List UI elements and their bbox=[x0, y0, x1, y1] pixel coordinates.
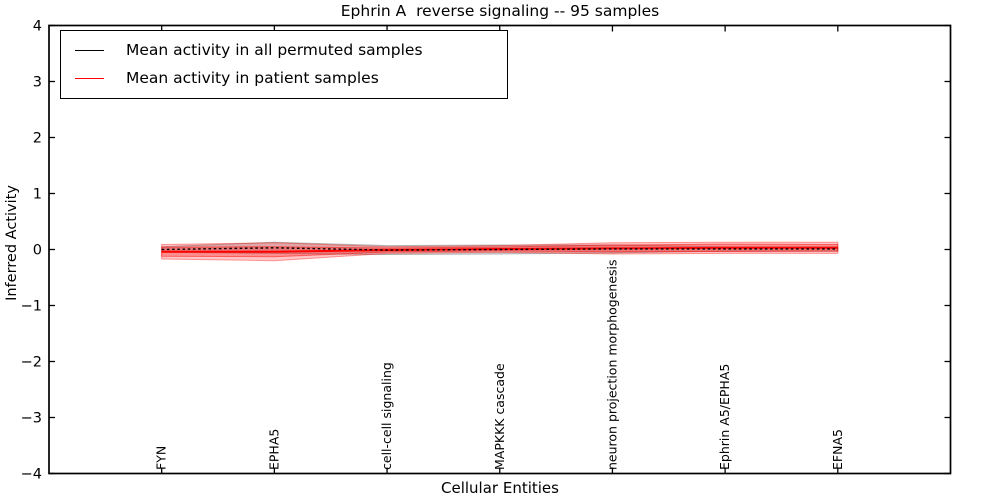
chart-title: Ephrin A reverse signaling -- 95 samples bbox=[340, 2, 660, 20]
x-tick-label: FYN bbox=[154, 446, 169, 470]
legend: Mean activity in all permuted samples Me… bbox=[60, 30, 508, 99]
y-tick-label: 3 bbox=[33, 75, 42, 91]
x-axis-label: Cellular Entities bbox=[441, 479, 559, 497]
x-tick-label: Ephrin A5/EPHA5 bbox=[717, 364, 732, 470]
y-tick-label: 2 bbox=[33, 131, 42, 147]
x-tick-label: MAPKKK cascade bbox=[492, 363, 507, 470]
patient-line-swatch bbox=[75, 78, 104, 80]
patient-samples-spread-outer-band bbox=[161, 241, 839, 262]
legend-entry-permuted: Mean activity in all permuted samples bbox=[61, 41, 507, 60]
y-tick-label: −2 bbox=[21, 355, 42, 371]
x-tick-label: cell-cell signaling bbox=[379, 362, 394, 470]
legend-label-patient: Mean activity in patient samples bbox=[126, 69, 379, 87]
x-tick-label: EPHA5 bbox=[266, 429, 281, 470]
y-tick-label: 0 bbox=[33, 243, 42, 259]
x-tick-label: EFNA5 bbox=[830, 429, 845, 470]
y-tick-label: 4 bbox=[33, 19, 42, 35]
x-tick-label: neuron projection morphogenesis bbox=[604, 259, 619, 470]
y-axis-label: Inferred Activity bbox=[4, 185, 20, 301]
permuted-line-swatch bbox=[75, 49, 104, 51]
legend-label-permuted: Mean activity in all permuted samples bbox=[126, 40, 423, 59]
y-tick-label: −3 bbox=[21, 411, 42, 427]
y-tick-label: 1 bbox=[33, 187, 42, 203]
y-tick-label: −1 bbox=[21, 299, 42, 315]
y-tick-label: −4 bbox=[21, 467, 42, 483]
legend-entry-patient: Mean activity in patient samples bbox=[61, 69, 507, 88]
series-line bbox=[161, 247, 838, 251]
